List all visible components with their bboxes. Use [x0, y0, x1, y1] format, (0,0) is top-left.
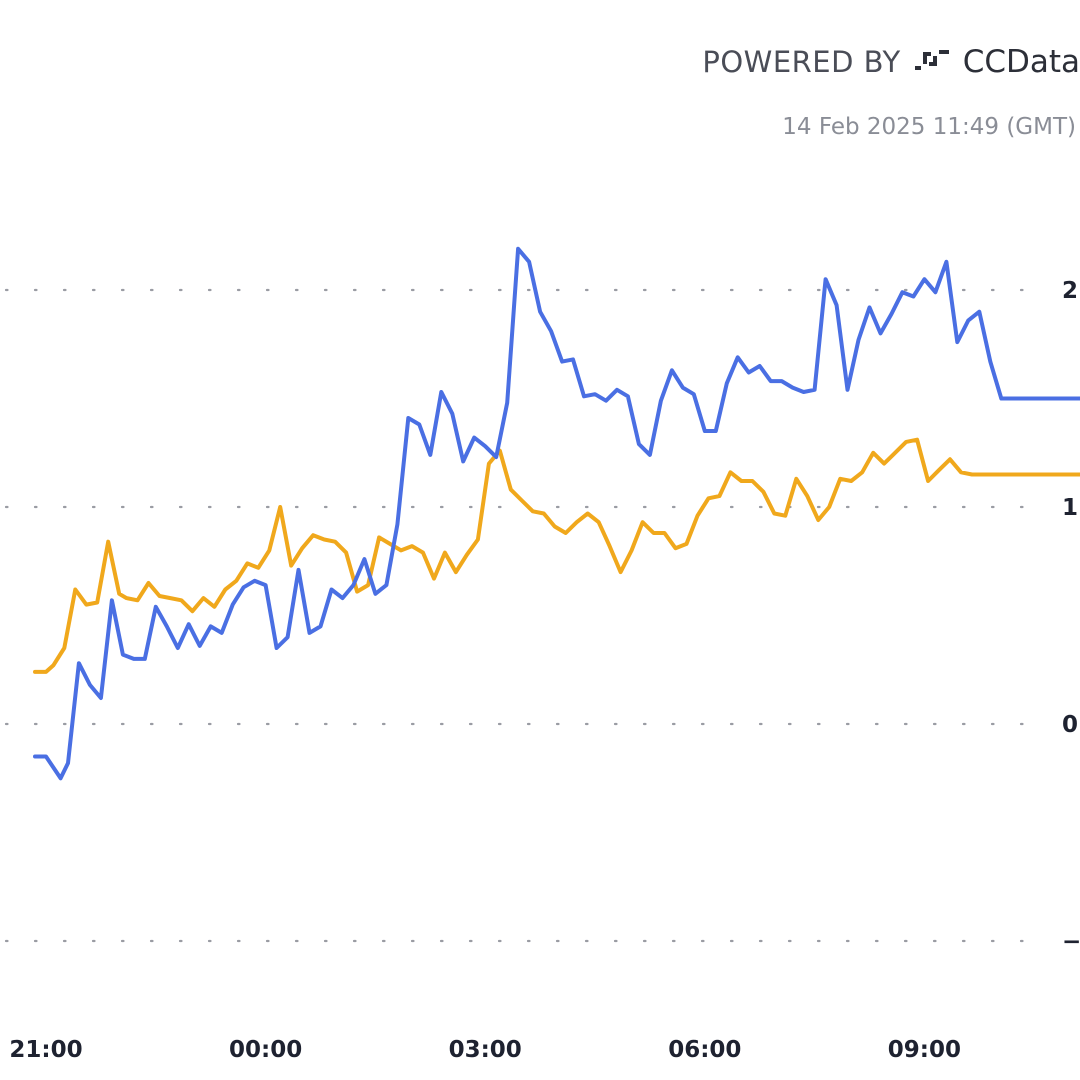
x-tick-label: 21:00 — [9, 1037, 82, 1063]
x-tick-label: 00:00 — [229, 1037, 302, 1063]
series-line-blue — [33, 246, 1080, 781]
y-tick-label: 1 — [1062, 495, 1078, 521]
y-tick-label: −1 — [1062, 929, 1080, 955]
timestamp: 14 Feb 2025 11:49 (GMT) — [782, 114, 1076, 140]
brand-name: CCData — [962, 44, 1080, 80]
branding: POWERED BY CCData — [702, 44, 1080, 80]
x-axis-ticks: 21:00 00:00 03:00 06:00 09:00 — [9, 1037, 961, 1063]
y-axis-ticks: 2 1 0 −1 — [1062, 278, 1080, 955]
grid-lines — [4, 288, 1047, 943]
y-tick-label: 2 — [1062, 278, 1078, 304]
x-tick-label: 03:00 — [449, 1037, 522, 1063]
series-line-orange — [33, 437, 1080, 674]
powered-by-label: POWERED BY — [702, 45, 901, 79]
series-lines — [33, 246, 1080, 781]
x-tick-label: 09:00 — [888, 1037, 961, 1063]
y-tick-label: 0 — [1062, 712, 1078, 738]
x-tick-label: 06:00 — [668, 1037, 741, 1063]
ccdata-logo-icon — [911, 44, 953, 80]
